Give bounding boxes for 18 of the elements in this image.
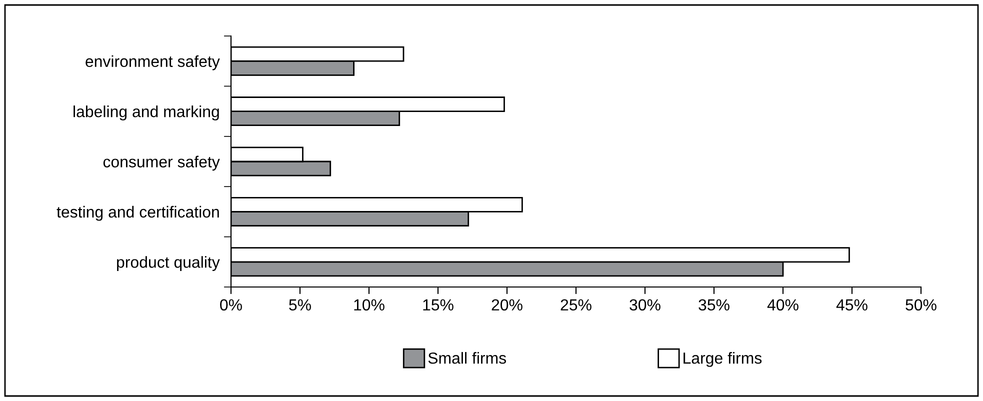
- x-tick-label: 0%: [220, 299, 242, 311]
- x-tick-label: 50%: [906, 299, 936, 311]
- x-tick-label: 15%: [423, 299, 454, 311]
- y-tick-label: product quality: [117, 256, 220, 271]
- legend-label: Small firms: [428, 352, 506, 364]
- x-tick-label: 35%: [698, 299, 730, 311]
- x-tick-label: 25%: [560, 299, 592, 311]
- y-tick-label: testing and certification: [56, 206, 219, 221]
- x-tick-label: 45%: [836, 299, 868, 311]
- y-tick-label: consumer safety: [103, 156, 220, 171]
- x-tick-label: 10%: [354, 299, 384, 311]
- x-tick-label: 30%: [630, 299, 660, 311]
- y-tick-label: environment safety: [86, 55, 220, 70]
- x-tick-label: 40%: [767, 299, 798, 311]
- y-tick-label: labeling and marking: [74, 106, 219, 120]
- x-tick-label: 20%: [492, 299, 522, 311]
- x-tick-label: 5%: [289, 299, 311, 311]
- legend-label: Large firms: [684, 352, 762, 367]
